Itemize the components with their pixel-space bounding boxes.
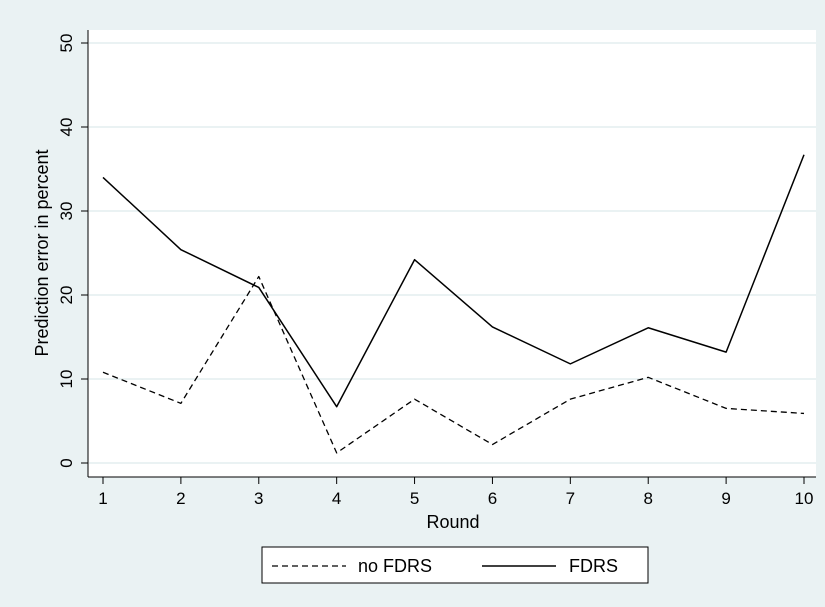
x-tick-label-8: 8	[643, 489, 652, 508]
plot-area	[88, 30, 816, 477]
y-tick-label-30: 30	[57, 202, 76, 221]
y-tick-label-50: 50	[57, 34, 76, 53]
axes	[87, 30, 816, 478]
x-tick-label-1: 1	[98, 489, 107, 508]
ticks: 0 10 20 30 40 50 1 2 3 4 5 6 7 8 9 10	[57, 34, 813, 508]
y-tick-label-0: 0	[57, 458, 76, 467]
x-tick-label-9: 9	[721, 489, 730, 508]
x-tick-label-7: 7	[566, 489, 575, 508]
series-line-no-fdrs	[102, 275, 805, 454]
y-tick-label-20: 20	[57, 286, 76, 305]
series-lines	[102, 154, 805, 454]
y-tick-label-40: 40	[57, 118, 76, 137]
legend-label-fdrs: FDRS	[569, 556, 618, 576]
legend-label-no-fdrs: no FDRS	[358, 556, 432, 576]
x-tick-label-5: 5	[410, 489, 419, 508]
x-tick-label-2: 2	[176, 489, 185, 508]
y-tick-label-10: 10	[57, 370, 76, 389]
x-axis-label: Round	[426, 512, 479, 532]
x-tick-label-3: 3	[254, 489, 263, 508]
x-tick-label-6: 6	[488, 489, 497, 508]
legend: no FDRS FDRS	[261, 546, 649, 584]
legend-box	[261, 546, 649, 584]
gridlines	[89, 42, 816, 464]
y-axis-label: Prediction error in percent	[32, 149, 52, 356]
x-tick-label-10: 10	[795, 489, 814, 508]
x-tick-label-4: 4	[332, 489, 341, 508]
series-line-fdrs	[102, 154, 805, 408]
